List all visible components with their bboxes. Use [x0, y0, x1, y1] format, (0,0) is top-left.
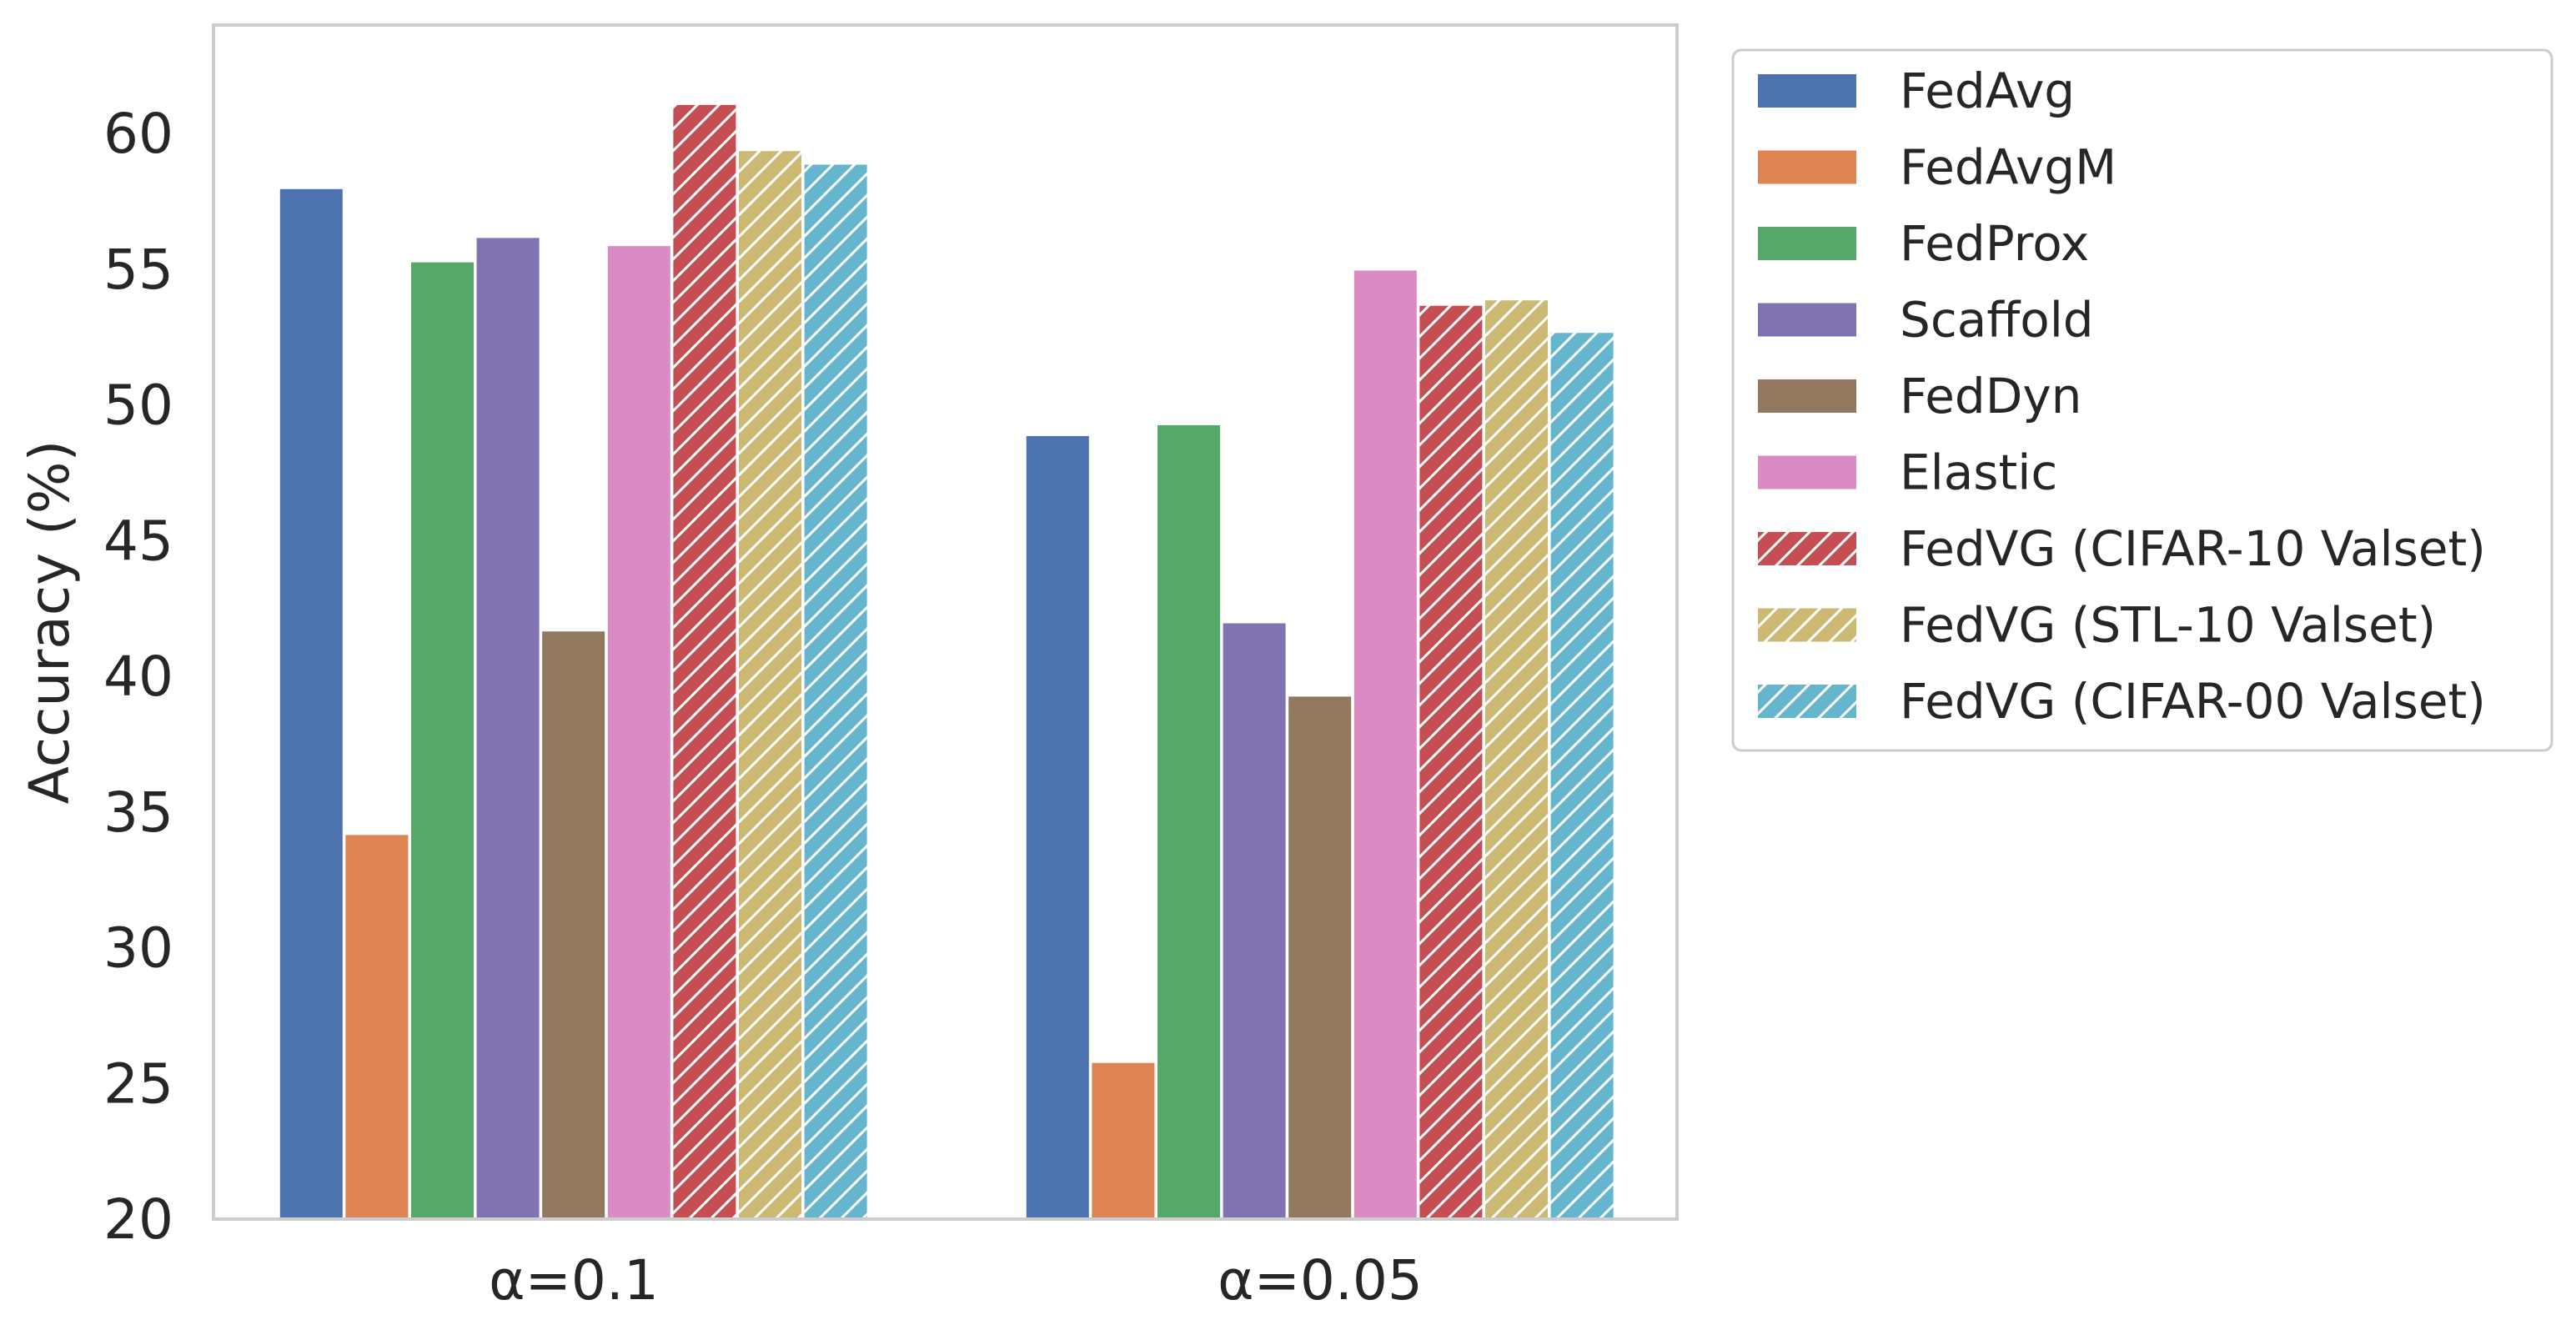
bar-fedvg-cifar-10-valset-1	[1417, 303, 1485, 1221]
legend-label: FedProx	[1900, 215, 2089, 272]
legend-label: Scaffold	[1900, 292, 2094, 349]
bar-scaffold-0	[474, 235, 542, 1221]
bar-scaffold-1	[1220, 620, 1288, 1221]
legend-swatch	[1758, 455, 1856, 489]
bar-fedavg-0	[277, 186, 345, 1221]
bar-fedvg-stl-10-valset-0	[736, 148, 804, 1221]
legend-swatch	[1758, 227, 1856, 260]
legend-label: Elastic	[1900, 444, 2057, 501]
bar-fedprox-1	[1155, 422, 1223, 1221]
legend-swatch	[1758, 608, 1856, 642]
y-tick-label: 60	[103, 102, 173, 166]
bar-fedvg-stl-10-valset-1	[1483, 298, 1550, 1221]
bar-elastic-0	[605, 243, 673, 1221]
bar-feddyn-1	[1286, 694, 1354, 1221]
legend-label: FedAvg	[1900, 63, 2075, 119]
y-tick-label: 35	[103, 780, 173, 845]
bar-fedavg-1	[1023, 433, 1092, 1221]
y-tick-label: 25	[103, 1051, 173, 1116]
legend-swatch	[1758, 74, 1856, 108]
legend-label: FedDyn	[1900, 368, 2081, 424]
x-tick-label: α=0.05	[1218, 1248, 1423, 1312]
legend-swatch	[1758, 150, 1856, 184]
legend-label: FedVG (STL-10 Valset)	[1900, 597, 2436, 654]
y-tick-label: 20	[103, 1187, 173, 1252]
legend-label: FedVG (CIFAR-10 Valset)	[1900, 520, 2486, 577]
bar-fedprox-0	[409, 259, 476, 1221]
legend-swatch	[1758, 685, 1856, 718]
bar-elastic-1	[1351, 268, 1419, 1221]
legend: FedAvg FedAvgM FedProx Scaffold FedDyn Elasti…	[1731, 48, 2553, 752]
bar-fedavgm-1	[1089, 1060, 1157, 1221]
legend-frame	[1731, 48, 2553, 752]
y-tick-label: 50	[103, 374, 173, 438]
bar-fedvg-cifar-00-valset-1	[1548, 330, 1616, 1221]
legend-swatch	[1758, 379, 1856, 413]
x-tick-label: α=0.1	[489, 1248, 659, 1312]
y-tick-label: 45	[103, 509, 173, 573]
y-tick-label: 40	[103, 645, 173, 709]
y-tick-label: 55	[103, 238, 173, 302]
bars-layer	[277, 102, 1616, 1221]
y-tick-label: 30	[103, 916, 173, 981]
bar-fedvg-cifar-00-valset-0	[801, 162, 870, 1221]
y-axis-ticks: 20 25 30 35 40 45 50 55 60	[103, 102, 173, 1252]
bar-fedvg-cifar-10-valset-0	[670, 102, 739, 1221]
legend-swatch	[1758, 303, 1856, 337]
legend-swatch	[1758, 532, 1856, 565]
legend-label: FedAvgM	[1900, 139, 2117, 196]
bar-fedavgm-0	[343, 832, 411, 1221]
bar-feddyn-0	[540, 629, 608, 1221]
plot-frame	[212, 23, 1679, 1221]
legend-label: FedVG (CIFAR-00 Valset)	[1900, 673, 2486, 730]
x-axis-ticks: α=0.1 α=0.05	[489, 1248, 1423, 1312]
y-axis-label: Accuracy (%)	[18, 440, 82, 805]
